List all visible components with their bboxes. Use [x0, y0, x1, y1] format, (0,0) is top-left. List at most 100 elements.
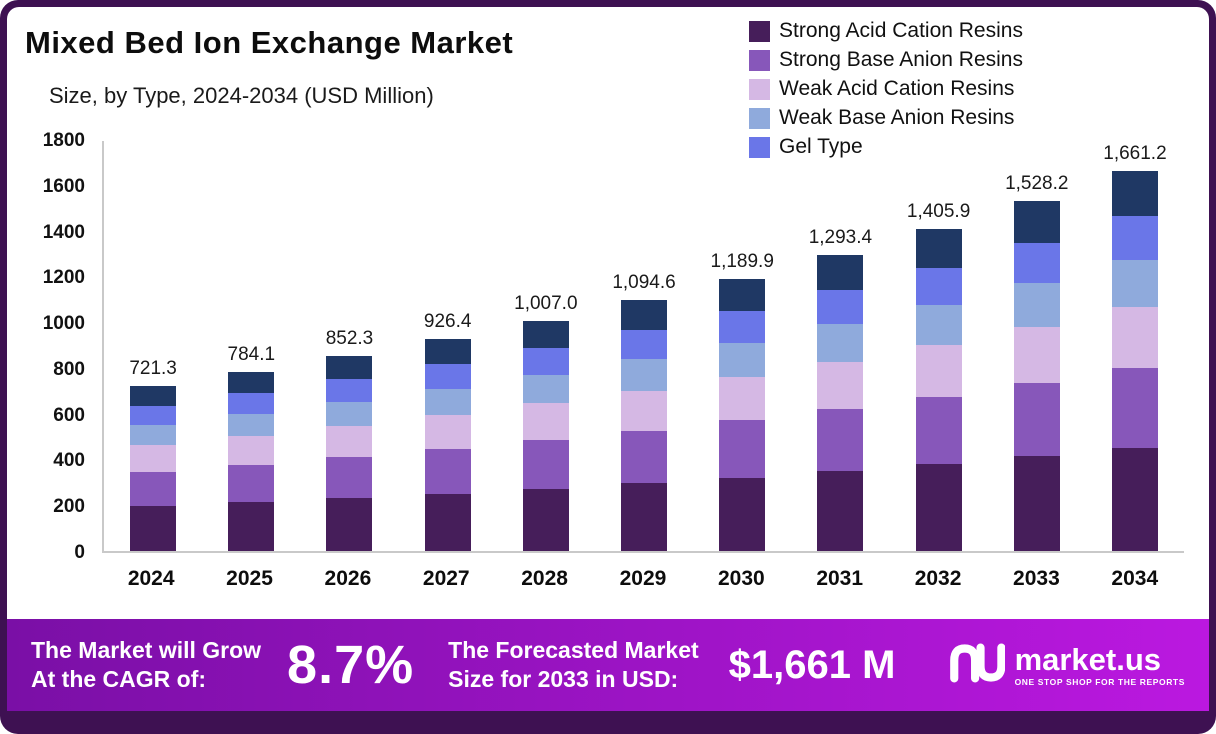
- bar-segment: [719, 477, 766, 551]
- bar-segment: [817, 324, 864, 362]
- bar-segment: [915, 229, 962, 268]
- legend-swatch: [749, 107, 770, 129]
- legend-label: Weak Base Anion Resins: [779, 106, 1015, 129]
- legend-swatch: [749, 20, 770, 42]
- bar-stack: [326, 356, 373, 551]
- bar-total-label: 852.3: [325, 328, 374, 350]
- bar-segment: [228, 371, 275, 394]
- bar-column: 1,405.9: [890, 141, 988, 551]
- bar-segment: [817, 255, 864, 291]
- bar-segment: [915, 345, 962, 397]
- x-axis-label: 2025: [226, 567, 273, 590]
- bar-column: 852.3: [300, 141, 398, 551]
- bar-column: 1,661.2: [1086, 141, 1184, 551]
- x-axis-label: 2026: [324, 567, 372, 590]
- y-tick-label: 1800: [42, 130, 85, 151]
- bar-stack: [130, 386, 177, 551]
- bar-segment: [719, 376, 766, 421]
- bar-segment: [621, 330, 668, 360]
- plot-area: 721.3 784.1 852.3 926.4 1,007.0 1,094.6 1,189.…: [102, 141, 1184, 553]
- bar-segment: [228, 393, 275, 414]
- bar-column: 1,528.2: [988, 141, 1086, 551]
- bar-segment: [326, 401, 373, 427]
- y-tick-label: 400: [53, 450, 85, 472]
- bar-total-label: 926.4: [423, 311, 472, 333]
- chart-card: Mixed Bed Ion Exchange Market Size, by T…: [7, 7, 1209, 619]
- bar-segment: [130, 471, 177, 507]
- brand-logo: market.us ONE STOP SHOP FOR THE REPORTS: [947, 642, 1185, 689]
- bar-total-label: 784.1: [227, 343, 276, 365]
- y-axis: 0 200 400 600 800 1000 1200 1400 1600 1800: [13, 130, 91, 563]
- bar-segment: [130, 386, 177, 406]
- y-tick-label: 0: [74, 542, 85, 563]
- bar-segment: [424, 364, 471, 389]
- x-axis: 2024 2025 2026 2027 2028 2029 2030 2031 2032 2033…: [102, 567, 1184, 591]
- bar-segment: [424, 388, 471, 416]
- bar-total-label: 1,007.0: [514, 292, 578, 314]
- bar-segment: [1013, 456, 1060, 551]
- bar-segment: [522, 488, 569, 551]
- bar-segment: [915, 304, 962, 346]
- bar-segment: [424, 449, 471, 494]
- bar-column: 926.4: [399, 141, 497, 551]
- bar-segment: [326, 379, 373, 402]
- brand-tagline: ONE STOP SHOP FOR THE REPORTS: [1014, 676, 1185, 687]
- page-subtitle: Size, by Type, 2024-2034 (USD Million): [49, 83, 434, 108]
- bar-segment: [719, 311, 766, 343]
- bar-segment: [1013, 326, 1060, 384]
- x-axis-label: 2033: [1013, 567, 1060, 590]
- bar-segment: [228, 436, 275, 465]
- bar-stack: [522, 320, 569, 551]
- cagr-caption-line2: At the CAGR of:: [31, 666, 207, 692]
- bar-segment: [719, 278, 766, 312]
- bar-segment: [621, 390, 668, 431]
- brand-name: market.us: [1014, 641, 1162, 677]
- cagr-banner: The Market will Grow At the CAGR of: 8.7…: [7, 619, 1209, 711]
- bar-stack: [621, 300, 668, 551]
- legend-item: Weak Acid Cation Resins: [749, 77, 1023, 101]
- bar-segment: [817, 471, 864, 551]
- cagr-caption: The Market will Grow At the CAGR of:: [31, 636, 261, 694]
- bar-total-label: 1,189.9: [710, 250, 774, 272]
- bar-column: 1,007.0: [497, 141, 595, 551]
- bar-total-label: 1,094.6: [612, 272, 676, 294]
- bar-segment: [621, 430, 668, 484]
- x-axis-label: 2032: [914, 567, 962, 590]
- bar-segment: [1013, 242, 1060, 284]
- bar-segment: [130, 405, 177, 425]
- bar-stack: [1013, 201, 1060, 551]
- bar-segment: [719, 342, 766, 377]
- bar-segment: [1111, 368, 1158, 449]
- legend-swatch: [749, 136, 770, 158]
- bar-segment: [915, 464, 962, 551]
- bar-segment: [1111, 448, 1158, 551]
- forecast-value: $1,661 M: [728, 642, 896, 687]
- x-axis-label: 2028: [521, 567, 568, 590]
- y-tick-label: 800: [53, 358, 85, 380]
- bar-column: 784.1: [202, 141, 300, 551]
- bar-segment: [915, 267, 962, 305]
- y-tick-label: 200: [53, 496, 85, 518]
- bar-total-label: 1,528.2: [1005, 173, 1069, 195]
- legend-item: Strong Base Anion Resins: [749, 48, 1023, 72]
- bar-segment: [228, 413, 275, 437]
- bar-segment: [1013, 283, 1060, 327]
- bar-segment: [1111, 216, 1158, 260]
- bar-segment: [130, 424, 177, 446]
- y-tick-label: 600: [53, 404, 85, 426]
- y-tick-label: 1400: [42, 221, 85, 243]
- forecast-caption-line2: Size for 2033 in USD:: [448, 666, 679, 692]
- legend-label: Weak Acid Cation Resins: [779, 77, 1015, 100]
- bar-column: 1,293.4: [791, 141, 889, 551]
- y-tick-label: 1200: [42, 267, 85, 289]
- bar-segment: [1013, 383, 1060, 457]
- bar-segment: [621, 359, 668, 391]
- bar-segment: [522, 403, 569, 441]
- bar-segment: [522, 374, 569, 404]
- bar-segment: [326, 457, 373, 499]
- legend-item: Weak Base Anion Resins: [749, 106, 1023, 130]
- bar-stack: [915, 229, 962, 551]
- bar-column: 1,189.9: [693, 141, 791, 551]
- bar-stack: [719, 278, 766, 551]
